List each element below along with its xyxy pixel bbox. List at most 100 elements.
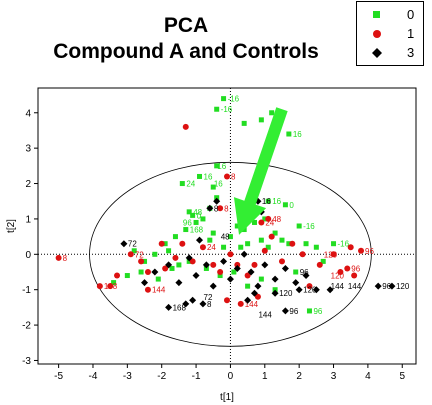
- x-tick-label: 3: [331, 371, 337, 382]
- point-label-series-1: 24: [207, 243, 216, 252]
- y-tick-label: -2: [22, 321, 31, 332]
- x-tick-label: 0: [228, 371, 234, 382]
- data-point-series-3: [326, 286, 334, 294]
- x-tick-label: 1: [262, 371, 268, 382]
- data-point-series-1: [358, 247, 365, 254]
- y-tick-label: 3: [25, 144, 31, 155]
- data-point-series-0: [162, 241, 168, 247]
- x-axis-label: t[1]: [220, 392, 234, 403]
- data-point-series-0: [238, 244, 244, 250]
- data-point-series-3: [250, 289, 258, 297]
- data-point-series-0: [210, 184, 216, 190]
- data-point-series-0: [210, 230, 216, 236]
- data-point-series-0: [245, 283, 251, 289]
- point-label-series-0: 16: [217, 162, 226, 171]
- data-point-series-1: [179, 240, 186, 247]
- data-point-series-3: [199, 300, 207, 308]
- data-point-series-1: [182, 123, 189, 130]
- data-point-series-3: [271, 275, 279, 283]
- data-point-series-3: [261, 261, 269, 269]
- data-point-series-0: [131, 248, 137, 254]
- point-label-series-3: 96: [382, 282, 391, 291]
- point-label-series-0: 0: [289, 201, 294, 210]
- data-point-series-0: [172, 234, 178, 240]
- data-point-series-0: [286, 131, 292, 137]
- point-label-series-3: 48: [221, 233, 230, 242]
- data-point-series-1: [189, 258, 196, 265]
- y-axis-label: t[2]: [6, 219, 17, 233]
- data-point-series-3: [175, 279, 183, 287]
- data-point-series-0: [303, 241, 309, 247]
- data-point-series-0: [279, 237, 285, 243]
- data-point-series-0: [193, 219, 199, 225]
- chart-legend: 0 1 3: [356, 1, 424, 66]
- data-point-series-0: [251, 219, 257, 225]
- x-tick-label: 5: [399, 371, 405, 382]
- point-label-series-3: 120: [396, 282, 410, 291]
- data-point-series-1: [210, 261, 217, 268]
- data-point-series-0: [169, 265, 175, 271]
- data-point-series-1: [55, 254, 62, 261]
- data-point-series-3: [192, 272, 200, 280]
- data-point-series-3: [196, 236, 204, 244]
- x-tick-label: -3: [123, 371, 132, 382]
- data-point-series-0: [286, 241, 292, 247]
- point-label-series-0: 96: [183, 218, 192, 227]
- plot-frame: [37, 87, 417, 365]
- data-point-series-0: [306, 308, 312, 314]
- point-label-series-0: 16: [204, 172, 213, 181]
- data-point-series-0: [258, 237, 264, 243]
- legend-item-1: 1: [357, 25, 423, 43]
- y-tick-label: 4: [25, 108, 31, 119]
- data-point-series-1: [234, 261, 241, 268]
- data-point-series-1: [172, 254, 179, 261]
- data-point-series-1: [244, 272, 251, 279]
- data-point-series-0: [214, 163, 220, 169]
- point-label-series-1: 8: [63, 254, 68, 263]
- point-label-series-0: 16: [272, 197, 281, 206]
- confidence-ellipse: [89, 161, 372, 347]
- data-point-series-0: [152, 251, 158, 257]
- data-point-series-0: [265, 244, 271, 250]
- data-point-series-3: [271, 289, 279, 297]
- point-label-series-3: 8: [214, 204, 219, 213]
- data-point-series-0: [190, 212, 196, 218]
- data-point-series-3: [388, 282, 396, 290]
- data-point-series-0: [142, 258, 148, 264]
- data-point-series-1: [144, 269, 151, 275]
- data-point-series-1: [289, 240, 296, 247]
- y-tick-label: 1: [25, 214, 31, 225]
- data-point-series-0: [200, 216, 206, 222]
- data-point-series-3: [254, 282, 262, 290]
- data-point-series-1: [351, 272, 358, 279]
- data-point-series-1: [162, 265, 169, 272]
- data-point-series-3: [374, 282, 382, 290]
- data-point-series-0: [293, 269, 299, 275]
- point-label-series-3: 96: [300, 268, 309, 277]
- data-point-series-1: [227, 251, 234, 258]
- data-point-series-0: [282, 202, 288, 208]
- data-point-series-3: [189, 296, 197, 304]
- data-point-series-0: [272, 287, 278, 293]
- data-point-series-1: [224, 297, 230, 304]
- data-point-series-0: [155, 276, 161, 282]
- data-point-series-0: [207, 237, 213, 243]
- point-label-series-3: 120: [279, 289, 293, 298]
- point-label-series-3: 72: [204, 293, 213, 302]
- point-label-series-0: 0: [197, 211, 202, 220]
- data-point-series-0: [221, 96, 227, 102]
- point-label-series-1: 144: [245, 300, 259, 309]
- data-point-series-0: [262, 216, 268, 222]
- data-point-series-3: [302, 272, 310, 280]
- data-point-series-1: [330, 251, 337, 258]
- data-point-series-1: [278, 258, 285, 265]
- data-point-series-0: [296, 223, 302, 229]
- data-point-series-3: [220, 257, 228, 265]
- data-point-series-0: [138, 269, 144, 275]
- data-point-series-3: [233, 264, 241, 272]
- data-point-series-1: [316, 261, 323, 268]
- data-point-series-3: [165, 261, 173, 269]
- x-tick-label: -1: [192, 371, 201, 382]
- data-point-series-0: [111, 280, 117, 286]
- x-tick-label: 2: [296, 371, 302, 382]
